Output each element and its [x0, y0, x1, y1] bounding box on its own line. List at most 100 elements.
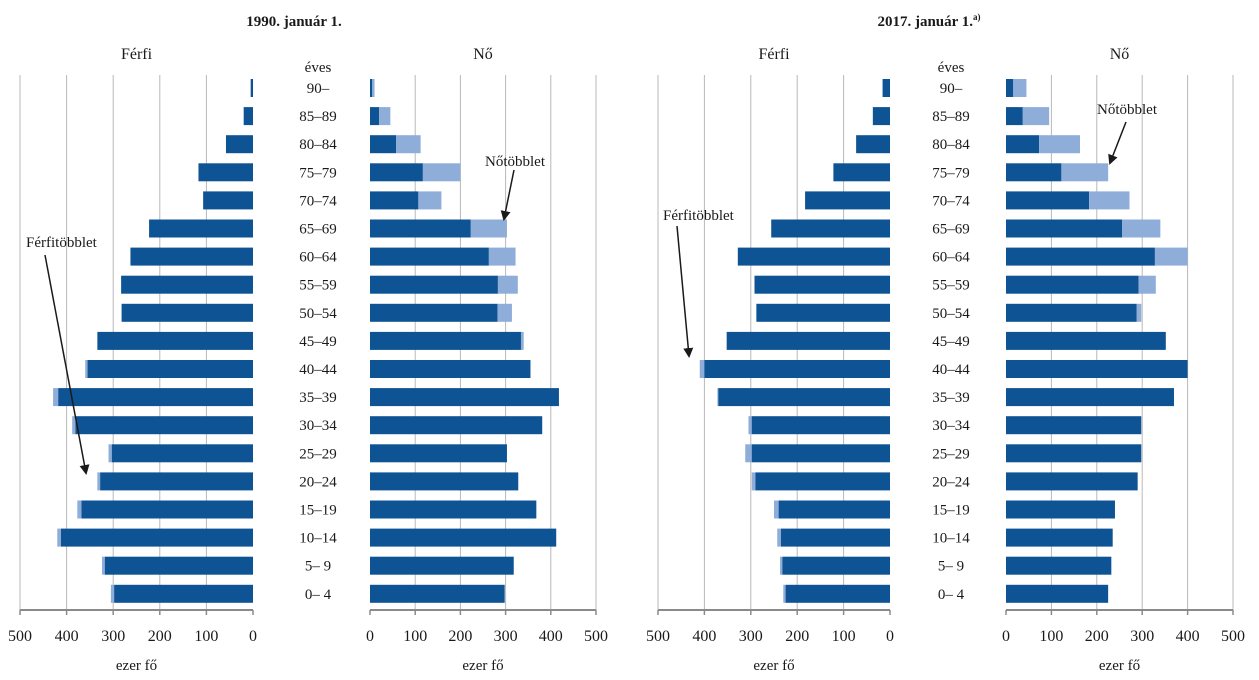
male-tick-label: 400 [692, 628, 716, 645]
age-label: 15–19 [299, 503, 337, 519]
male-bar [104, 556, 253, 575]
female-bar [370, 331, 521, 350]
age-label: 90– [940, 81, 963, 97]
female-tick-label: 400 [539, 628, 563, 645]
male-bar [780, 528, 890, 547]
male-bar [737, 247, 890, 266]
male-bar [121, 275, 253, 294]
male-bar [778, 500, 890, 519]
age-label: 15–19 [932, 503, 970, 519]
age-label: 5– 9 [938, 559, 964, 575]
female-bar [1006, 303, 1137, 322]
male-surplus-bar [97, 472, 101, 491]
male-bar [751, 416, 890, 435]
female-tick-label: 300 [494, 628, 518, 645]
male-surplus-bar [748, 416, 752, 435]
female-surplus-bar [497, 275, 518, 294]
age-label: 0– 4 [305, 587, 332, 603]
female-x-label: ezer fő [462, 658, 503, 674]
age-label: 85–89 [932, 109, 970, 125]
female-surplus-bar [422, 163, 461, 182]
male-tick-label: 500 [8, 628, 32, 645]
female-surplus-bar [418, 191, 442, 210]
male-bar [100, 472, 253, 491]
female-tick-label: 300 [1130, 628, 1154, 645]
age-label: 60–64 [932, 250, 970, 266]
female-tick-label: 0 [1002, 628, 1010, 645]
male-bar [58, 388, 253, 407]
male-tick-label: 100 [194, 628, 218, 645]
male-surplus-annotation: Férfitöbblet [663, 208, 735, 224]
female-bar [370, 219, 471, 238]
male-bar [111, 444, 253, 463]
female-surplus-bar [497, 303, 512, 322]
age-label: 80–84 [932, 137, 970, 153]
male-surplus-bar [102, 556, 105, 575]
pyramid-panel-1: 1990. január 1. Férfi Nő éves 90– 85–89 80–84 7… [8, 14, 608, 674]
age-label: 10–14 [932, 531, 970, 547]
female-bar [1006, 107, 1023, 126]
female-surplus-bar [1136, 303, 1142, 322]
male-surplus-bar [774, 500, 779, 519]
age-label: 25–29 [932, 446, 970, 462]
female-tick-label: 0 [366, 628, 374, 645]
female-bar [1006, 528, 1113, 547]
male-bar [149, 219, 253, 238]
female-bar [1006, 135, 1040, 154]
male-surplus-arrow [676, 225, 694, 358]
male-surplus-bar [57, 528, 62, 547]
age-label: 40–44 [299, 362, 337, 378]
female-surplus-annotation: Nőtöbblet [485, 154, 546, 170]
male-surplus-annotation: Férfitöbblet [26, 235, 98, 251]
female-bar [1006, 191, 1090, 210]
male-surplus-arrow [44, 254, 90, 475]
age-header: éves [938, 60, 965, 76]
age-label: 50–54 [299, 306, 337, 322]
age-label: 70–74 [932, 193, 970, 209]
female-header: Nő [473, 46, 493, 63]
female-bar [370, 416, 543, 435]
male-surplus-bar [699, 360, 705, 378]
male-surplus-bar [745, 444, 752, 463]
age-label: 60–64 [299, 250, 337, 266]
age-label: 45–49 [299, 334, 337, 350]
male-bar [250, 79, 253, 97]
age-label: 80–84 [299, 137, 337, 153]
female-bar [370, 472, 519, 491]
male-surplus-bar [53, 388, 59, 407]
male-bar [754, 275, 890, 294]
male-bar [882, 79, 890, 97]
age-label: 20–24 [932, 474, 970, 490]
age-label: 20–24 [299, 474, 337, 490]
male-bar [718, 388, 890, 407]
male-bar [782, 556, 890, 575]
female-bar [1006, 247, 1155, 266]
age-label: 65–69 [932, 222, 970, 238]
male-surplus-bar [77, 500, 82, 519]
male-x-label: ezer fő [753, 658, 794, 674]
female-surplus-bar [1022, 107, 1050, 126]
age-label: 35–39 [299, 390, 337, 406]
male-x-label: ezer fő [116, 658, 157, 674]
female-bar [370, 107, 380, 126]
female-tick-label: 400 [1176, 628, 1200, 645]
female-bar [1006, 444, 1142, 463]
age-label: 0– 4 [938, 587, 965, 603]
age-label: 25–29 [299, 446, 337, 462]
age-label: 5– 9 [305, 559, 331, 575]
female-bar [1006, 584, 1109, 603]
male-bar [704, 360, 890, 378]
female-tick-label: 500 [1221, 628, 1245, 645]
female-bar [1006, 388, 1174, 407]
female-bar [370, 247, 489, 266]
panel-title: 2017. január 1.a) [877, 12, 980, 30]
female-x-label: ezer fő [1099, 658, 1140, 674]
female-tick-label: 200 [448, 628, 472, 645]
female-bar [1006, 79, 1014, 97]
male-bar [97, 331, 253, 350]
female-bar [370, 135, 397, 154]
female-surplus-bar [470, 219, 507, 238]
male-surplus-bar [780, 556, 783, 575]
